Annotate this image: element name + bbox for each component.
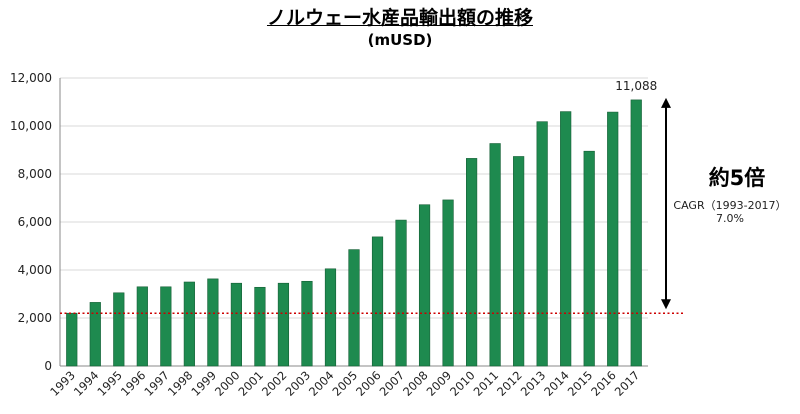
bar-2005 <box>348 249 360 367</box>
growth-arrow-head-top <box>661 97 671 108</box>
bar-2017 <box>630 99 642 367</box>
x-tick-label: 2017 <box>612 368 643 399</box>
bar-1997 <box>160 286 172 367</box>
x-tick-label: 1999 <box>188 368 219 399</box>
y-tick-label: 0 <box>44 359 52 373</box>
bar-2000 <box>230 282 242 367</box>
x-tick-label: 2005 <box>330 368 361 399</box>
bar-2016 <box>607 111 619 367</box>
bar-2012 <box>513 156 525 367</box>
x-tick-label: 2009 <box>424 368 455 399</box>
y-tick-label: 2,000 <box>18 311 52 325</box>
x-tick-label: 2006 <box>353 368 384 399</box>
x-tick-label: 2000 <box>212 368 243 399</box>
bar-2010 <box>466 158 478 367</box>
bar-2001 <box>254 286 266 367</box>
x-tick-label: 1998 <box>165 368 196 399</box>
x-tick-label: 2004 <box>306 368 337 399</box>
x-tick-label: 2002 <box>259 368 290 399</box>
bar-1999 <box>207 278 219 367</box>
bar-2011 <box>489 143 501 367</box>
x-tick-label: 2011 <box>471 368 502 399</box>
x-tick-label: 2010 <box>447 368 478 399</box>
bar-1996 <box>136 286 148 367</box>
bar-1993 <box>66 312 78 367</box>
x-tick-label: 2013 <box>518 368 549 399</box>
growth-headline: 約5倍 <box>708 166 766 190</box>
growth-arrow-head-bottom <box>661 299 671 310</box>
bar-1995 <box>113 292 125 367</box>
bar-2003 <box>301 280 313 367</box>
y-tick-label: 10,000 <box>10 119 52 133</box>
cagr-value: 7.0% <box>716 212 744 225</box>
x-tick-label: 2007 <box>377 368 408 399</box>
last-bar-data-label: 11,088 <box>615 79 657 93</box>
bar-2008 <box>418 204 431 367</box>
x-tick-label: 2016 <box>588 368 619 399</box>
chart-title: ノルウェー水産品輸出額の推移 <box>266 7 533 29</box>
x-tick-label: 1996 <box>118 368 149 399</box>
bar-2007 <box>395 219 407 367</box>
bar-1998 <box>183 281 195 367</box>
x-tick-label: 1994 <box>71 368 102 399</box>
x-tick-label: 2008 <box>400 368 431 399</box>
bar-2004 <box>324 268 337 367</box>
y-tick-label: 8,000 <box>18 167 52 181</box>
x-tick-label: 2001 <box>235 368 266 399</box>
y-tick-label: 4,000 <box>18 263 52 277</box>
x-tick-label: 2015 <box>565 368 596 399</box>
cagr-label: CAGR（1993-2017） <box>673 199 787 212</box>
bar-2002 <box>277 282 290 367</box>
bar-1994 <box>89 302 101 367</box>
bar-2009 <box>442 199 454 367</box>
x-tick-label: 2003 <box>282 368 313 399</box>
x-tick-label: 1997 <box>141 368 172 399</box>
bar-2015 <box>583 150 595 367</box>
y-tick-label: 6,000 <box>18 215 52 229</box>
x-tick-label: 2012 <box>494 368 525 399</box>
chart-subtitle: (mUSD) <box>367 31 433 49</box>
x-tick-label: 1995 <box>94 368 125 399</box>
bar-2013 <box>536 121 548 367</box>
x-tick-label: 2014 <box>541 368 572 399</box>
bar-2014 <box>560 111 572 367</box>
y-tick-label: 12,000 <box>10 71 52 85</box>
bar-2006 <box>371 236 384 367</box>
